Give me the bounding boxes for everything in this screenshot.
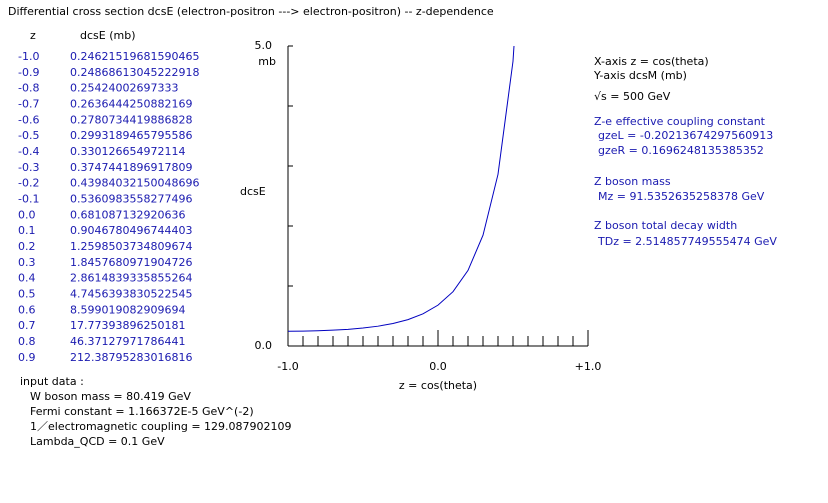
z-cell: 0.7 <box>18 319 36 332</box>
z-cell: -0.7 <box>18 97 39 110</box>
y-tick-label: 0.0 <box>255 339 273 352</box>
x-tick-label: 0.0 <box>429 360 447 373</box>
x-tick-label: +1.0 <box>575 360 602 373</box>
dcs-cell: 0.3747441896917809 <box>70 161 192 174</box>
dcs-cell: 0.24621519681590465 <box>70 50 199 63</box>
table-header: z <box>30 29 36 42</box>
info: TDz = 2.514857749555474 GeV <box>597 235 777 248</box>
z-cell: 0.1 <box>18 224 36 237</box>
dcs-cell: 1.8457680971904726 <box>70 256 192 269</box>
dcs-cell: 17.77393896250181 <box>70 319 185 332</box>
y-unit: mb <box>258 55 276 68</box>
x-axis-label: z = cos(theta) <box>399 379 477 392</box>
info: X-axis z = cos(theta) <box>594 55 709 68</box>
dcs-cell: 0.2780734419886828 <box>70 113 192 126</box>
table: -1.0 0.24621519681590465 -0.9 0.24868613045… <box>18 50 199 364</box>
dcs-cell: 0.5360983558277496 <box>70 192 192 205</box>
z-cell: -0.4 <box>18 145 39 158</box>
z-cell: 0.9 <box>18 351 36 364</box>
y-tick-label: 5.0 <box>255 39 273 52</box>
z-cell: 0.8 <box>18 335 36 348</box>
z-cell: -0.6 <box>18 113 39 126</box>
curve <box>288 46 515 332</box>
input-line: Fermi constant = 1.166372E-5 GeV^(-2) <box>30 405 254 418</box>
dcs-cell: 1.2598503734809674 <box>70 240 192 253</box>
input-line: 1／electromagnetic coupling = 129.0879021… <box>30 420 292 433</box>
info: Z boson mass <box>594 175 671 188</box>
z-cell: -1.0 <box>18 50 39 63</box>
info: gzeL = -0.20213674297560913 <box>598 129 773 142</box>
z-cell: -0.3 <box>18 161 39 174</box>
table-header: dcsE (mb) <box>80 29 136 42</box>
dcs-cell: 2.8614839335855264 <box>70 272 192 285</box>
dcs-cell: 0.25424002697333 <box>70 82 178 95</box>
info: Y-axis dcsM (mb) <box>593 69 687 82</box>
dcs-cell: 0.43984032150048696 <box>70 177 199 190</box>
input-line: Lambda_QCD = 0.1 GeV <box>30 435 165 448</box>
z-cell: -0.8 <box>18 82 39 95</box>
info: gzeR = 0.1696248135385352 <box>598 144 764 157</box>
z-cell: -0.5 <box>18 129 39 142</box>
z-cell: 0.5 <box>18 287 36 300</box>
z-cell: -0.1 <box>18 192 39 205</box>
dcs-cell: 0.330126654972114 <box>70 145 185 158</box>
z-cell: 0.6 <box>18 303 36 316</box>
info: √s = 500 GeV <box>594 90 671 103</box>
dcs-cell: 0.681087132920636 <box>70 208 185 221</box>
z-cell: -0.9 <box>18 66 39 79</box>
z-cell: -0.2 <box>18 177 39 190</box>
z-cell: 0.4 <box>18 272 36 285</box>
info: Mz = 91.5352635258378 GeV <box>598 190 765 203</box>
input-line: W boson mass = 80.419 GeV <box>30 390 191 403</box>
dcs-cell: 4.7456393830522545 <box>70 287 192 300</box>
dcs-cell: 46.37127971786441 <box>70 335 185 348</box>
dcs-cell: 0.2993189465795586 <box>70 129 192 142</box>
dcs-cell: 0.2636444250882169 <box>70 97 192 110</box>
title: Differential cross section dcsE (electro… <box>8 5 494 18</box>
dcs-cell: 0.9046780496744403 <box>70 224 192 237</box>
y-axis-label: dcsE <box>240 185 266 198</box>
z-cell: 0.2 <box>18 240 36 253</box>
info: Z boson total decay width <box>594 219 737 232</box>
z-cell: 0.3 <box>18 256 36 269</box>
input-title: input data : <box>20 375 84 388</box>
dcs-cell: 0.24868613045222918 <box>70 66 199 79</box>
info: Z-e effective coupling constant <box>594 115 766 128</box>
x-tick-label: -1.0 <box>277 360 298 373</box>
dcs-cell: 8.599019082909694 <box>70 303 185 316</box>
dcs-cell: 212.38795283016816 <box>70 351 192 364</box>
z-cell: 0.0 <box>18 208 36 221</box>
